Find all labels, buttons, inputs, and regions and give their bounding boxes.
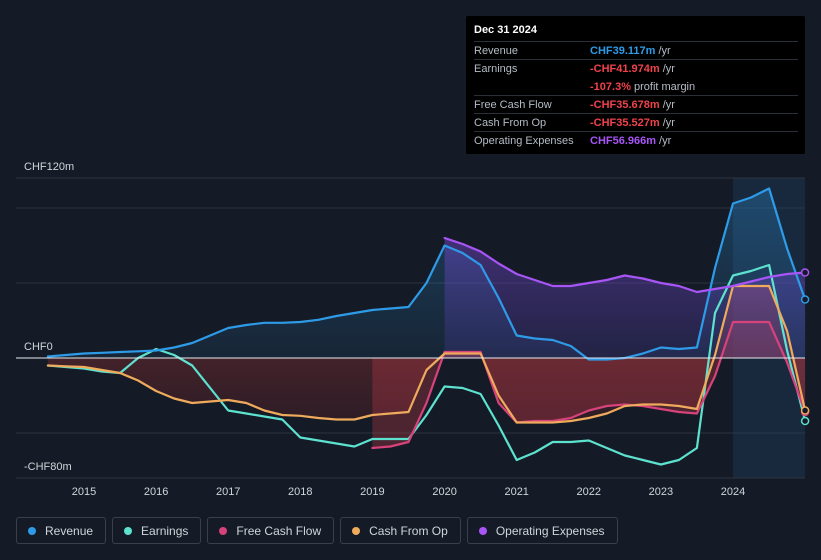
legend-dot-icon [352, 526, 361, 535]
tooltip-row-revenue: Revenue CHF39.117m /yr [474, 42, 798, 60]
tooltip-label: Revenue [474, 44, 519, 57]
x-tick-label: 2020 [432, 486, 456, 498]
endpoint-cash-from-op [800, 406, 810, 415]
tooltip-value: -107.3% [590, 80, 631, 93]
y-label-top: CHF120m [24, 161, 74, 173]
tooltip-row-free-cash-flow: Free Cash Flow -CHF35.678m /yr [474, 96, 798, 114]
tooltip-row-operating-expenses: Operating Expenses CHF56.966m /yr [474, 132, 798, 149]
tooltip-value: CHF56.966m [590, 134, 657, 147]
endpoint-operating-expenses [800, 268, 810, 277]
tooltip-value: -CHF35.527m [590, 116, 660, 129]
x-tick-label: 2024 [721, 486, 745, 498]
legend-item-revenue[interactable]: Revenue [16, 517, 107, 544]
legend-label: Operating Expenses [495, 523, 605, 538]
x-tick-label: 2023 [649, 486, 673, 498]
y-label-zero: CHF0 [24, 341, 53, 353]
y-label-bottom: -CHF80m [24, 461, 72, 473]
tooltip-unit: profit margin [633, 80, 696, 93]
tooltip: Dec 31 2024 Revenue CHF39.117m /yr Earni… [466, 16, 805, 154]
tooltip-row-cash-from-op: Cash From Op -CHF35.527m /yr [474, 114, 798, 132]
x-tick-label: 2019 [360, 486, 384, 498]
tooltip-row-profit-margin: -107.3% profit margin [474, 78, 798, 96]
tooltip-label: Cash From Op [474, 116, 547, 129]
tooltip-date: Dec 31 2024 [474, 24, 798, 42]
legend-item-free-cash-flow[interactable]: Free Cash Flow [207, 517, 335, 544]
x-tick-label: 2017 [216, 486, 240, 498]
gridlines [16, 177, 805, 479]
line-revenue [46, 187, 807, 361]
series-lines [46, 187, 807, 466]
tooltip-unit: /yr [662, 116, 675, 129]
legend-label: Free Cash Flow [236, 523, 322, 538]
line-free-cash-flow [371, 320, 807, 450]
legend-label: Revenue [45, 523, 94, 538]
tooltip-value: CHF39.117m [590, 44, 656, 57]
legend-item-cash-from-op[interactable]: Cash From Op [340, 517, 461, 544]
tooltip-label: Operating Expenses [474, 134, 574, 147]
legend-dot-icon [219, 526, 228, 535]
area-cash-from-op [47, 286, 806, 423]
legend-dot-icon [28, 526, 36, 535]
legend-dot-icon [478, 526, 487, 535]
x-tick-label: 2016 [144, 486, 168, 498]
x-tick-label: 2022 [577, 486, 601, 498]
x-tick-label: 2015 [72, 486, 96, 498]
line-cash-from-op [46, 284, 807, 424]
tooltip-unit: /yr [658, 44, 671, 57]
line-earnings [46, 263, 807, 466]
legend-dot-icon [124, 526, 133, 535]
area-operating-expenses [444, 238, 806, 358]
tooltip-value: -CHF41.974m [590, 62, 660, 75]
legend-item-operating-expenses[interactable]: Operating Expenses [466, 517, 618, 544]
tooltip-unit: /yr [662, 98, 675, 111]
line-operating-expenses [443, 236, 807, 294]
x-tick-label: 2021 [504, 486, 528, 498]
endpoint-revenue [800, 295, 810, 304]
series-endpoints [800, 268, 810, 426]
x-axis: 2015 2016 2017 2018 2019 2020 2021 2022 2023 2024 [72, 486, 745, 498]
x-tick-label: 2018 [288, 486, 312, 498]
tooltip-unit: /yr [659, 134, 672, 147]
tooltip-value: -CHF35.678m [590, 98, 660, 111]
legend-item-earnings[interactable]: Earnings [112, 517, 202, 544]
tooltip-label: Earnings [474, 62, 518, 75]
legend-label: Cash From Op [369, 523, 448, 538]
legend: Revenue Earnings Free Cash Flow Cash Fro… [16, 517, 618, 544]
legend-label: Earnings [141, 523, 189, 538]
tooltip-row-earnings: Earnings -CHF41.974m /yr [474, 60, 798, 78]
tooltip-label: Free Cash Flow [474, 98, 552, 111]
tooltip-unit: /yr [662, 62, 675, 75]
endpoint-earnings [800, 416, 810, 426]
